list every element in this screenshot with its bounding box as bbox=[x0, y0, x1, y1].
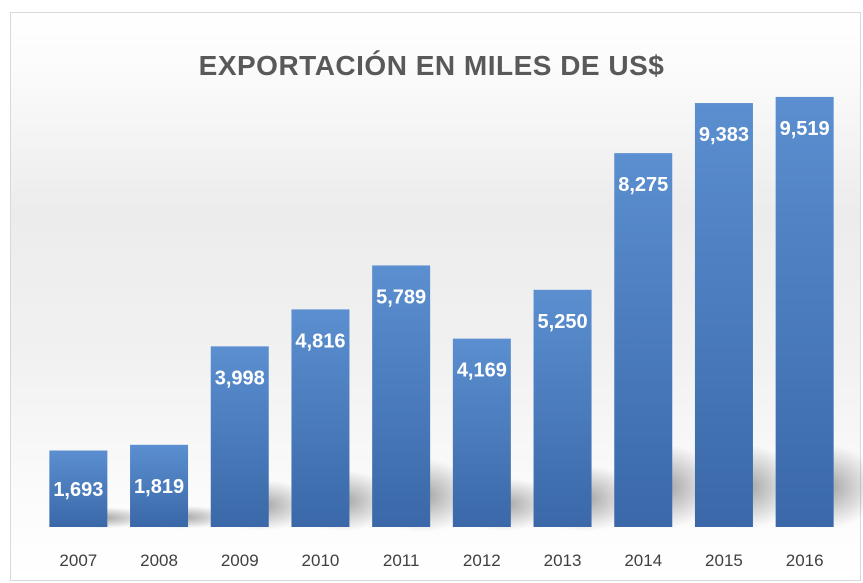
bar-2014 bbox=[614, 153, 673, 527]
data-label-2011: 5,789 bbox=[376, 286, 426, 308]
bar-2009 bbox=[210, 346, 269, 527]
x-tick-label-2010: 2010 bbox=[302, 551, 340, 570]
x-tick-label-2011: 2011 bbox=[383, 551, 420, 570]
x-tick-label-2008: 2008 bbox=[140, 551, 178, 570]
bar-2013 bbox=[533, 289, 592, 527]
chart-title: EXPORTACIÓN EN MILES DE US$ bbox=[198, 50, 665, 81]
data-label-2015: 9,383 bbox=[699, 124, 749, 146]
data-label-2012: 4,169 bbox=[457, 360, 507, 382]
data-label-2007: 1,693 bbox=[53, 479, 103, 501]
x-tick-label-2016: 2016 bbox=[786, 551, 824, 570]
bar-2007 bbox=[49, 450, 108, 527]
bar-2012 bbox=[452, 338, 511, 527]
bar-2008 bbox=[130, 444, 189, 527]
x-tick-label-2013: 2013 bbox=[544, 551, 582, 570]
bar-2015 bbox=[694, 103, 753, 528]
data-label-2013: 5,250 bbox=[538, 311, 588, 333]
data-label-2016: 9,519 bbox=[780, 118, 830, 140]
bar-2011 bbox=[372, 265, 431, 527]
x-tick-label-2014: 2014 bbox=[624, 551, 662, 570]
x-tick-label-2012: 2012 bbox=[463, 551, 501, 570]
bar-2016 bbox=[775, 96, 834, 527]
x-tick-label-2015: 2015 bbox=[705, 551, 743, 570]
bar-2010 bbox=[291, 309, 350, 527]
data-label-2010: 4,816 bbox=[295, 330, 345, 352]
data-label-2014: 8,275 bbox=[618, 174, 668, 196]
x-tick-label-2007: 2007 bbox=[59, 551, 97, 570]
data-label-2008: 1,819 bbox=[134, 476, 184, 498]
data-label-2009: 3,998 bbox=[215, 367, 265, 389]
x-tick-label-2009: 2009 bbox=[221, 551, 259, 570]
